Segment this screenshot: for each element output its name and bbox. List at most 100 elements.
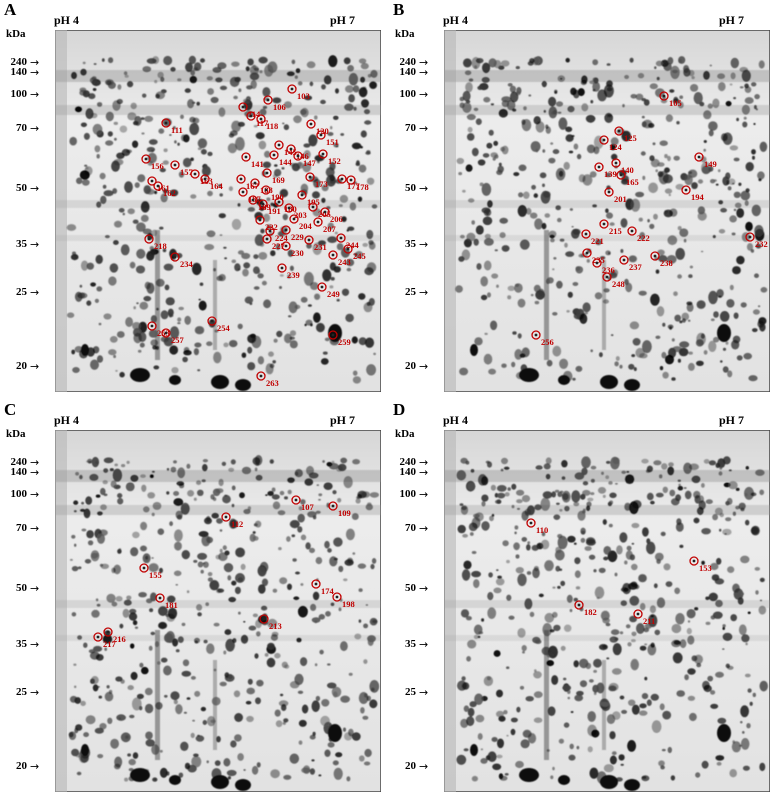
mw-marker: 240 → — [391, 55, 429, 69]
spot-dot — [272, 153, 276, 157]
spot-circle — [259, 614, 269, 624]
mw-marker-label: 100 — [399, 488, 417, 500]
mw-marker-label: 35 — [405, 638, 416, 650]
spot-marker: 149 — [694, 152, 717, 169]
spot-marker: 198 — [332, 592, 355, 609]
spot-marker: 181 — [155, 593, 178, 610]
panel-letter: B — [393, 0, 405, 19]
spot-circle — [336, 233, 346, 243]
spot-label: 215 — [609, 226, 622, 236]
spot-marker: 211 — [633, 609, 655, 626]
spot-circle — [581, 229, 591, 239]
spot-label: 235 — [592, 255, 605, 265]
spot-dot — [249, 114, 253, 118]
spot-label: 253 — [157, 328, 170, 338]
spot-circle — [582, 248, 592, 258]
spot-marker: 106 — [263, 95, 286, 112]
spot-label: 109 — [338, 508, 351, 518]
spot-dot — [289, 147, 293, 151]
spot-circle — [320, 207, 330, 217]
kda-label: kDa — [6, 428, 26, 440]
spot-label: 238 — [660, 258, 673, 268]
spot-label: 162 — [163, 188, 176, 198]
spot-label: 151 — [326, 137, 339, 147]
spot-label: 245 — [353, 251, 366, 261]
spot-label: 187 — [248, 194, 262, 204]
spot-label: 155 — [149, 570, 162, 580]
spot-dot — [340, 177, 344, 181]
spot-marker: 231 — [304, 235, 327, 252]
spot-dot — [602, 138, 606, 142]
spot-marker: 195 — [297, 190, 320, 207]
spot-label: 178 — [356, 182, 369, 192]
spot-circle — [337, 174, 347, 184]
spot-circle — [147, 176, 157, 186]
spot-circle — [256, 114, 266, 124]
spot-dot — [244, 155, 248, 159]
mw-marker: 50 → — [2, 181, 39, 195]
spot-circle — [531, 330, 541, 340]
spot-circle — [602, 272, 612, 282]
ph-left-label: pH 4 — [54, 413, 80, 427]
spot-marker: 191 — [258, 199, 281, 216]
spot-circle — [256, 371, 266, 381]
spot-dot — [622, 258, 626, 262]
spot-circle — [311, 579, 321, 589]
mw-marker: 20 → — [391, 759, 428, 773]
spot-circle — [633, 609, 643, 619]
arrow-right-icon: → — [30, 759, 40, 773]
spot-dot — [331, 504, 335, 508]
spot-marker: 177 — [337, 174, 361, 191]
spot-circle — [236, 174, 246, 184]
spot-marker: 164 — [200, 174, 224, 191]
spot-dot — [636, 612, 640, 616]
mw-marker-label: 35 — [16, 238, 27, 250]
gel-left-edge — [55, 30, 67, 392]
spot-marker: 124 — [599, 135, 623, 152]
spot-circle — [200, 174, 210, 184]
spot-marker: 213 — [259, 614, 282, 631]
mw-marker-label: 35 — [16, 638, 27, 650]
spot-dot — [266, 98, 270, 102]
spot-dot — [284, 228, 288, 232]
arrow-right-icon: → — [419, 637, 429, 651]
mw-marker-label: 100 — [10, 488, 28, 500]
spot-circle — [248, 195, 258, 205]
spot-circle — [313, 217, 323, 227]
spot-marker: 153 — [689, 556, 712, 573]
spot-dot — [210, 319, 214, 323]
spot-dot — [96, 635, 100, 639]
spot-label: 198 — [342, 599, 355, 609]
spot-circle — [170, 160, 180, 170]
kda-label: kDa — [6, 28, 26, 40]
spot-circle — [594, 162, 604, 172]
spot-dot — [284, 244, 288, 248]
spot-dot — [349, 178, 353, 182]
spot-label: 157 — [180, 167, 194, 177]
mw-marker-label: 25 — [405, 286, 416, 298]
spot-marker: 207 — [313, 217, 337, 234]
spot-label: 125 — [624, 133, 637, 143]
spot-marker: 109 — [328, 501, 351, 518]
mw-marker: 35 → — [391, 237, 428, 251]
spot-label: 249 — [327, 289, 340, 299]
spot-dot — [296, 154, 300, 158]
spot-dot — [585, 251, 589, 255]
spot-dot — [156, 184, 160, 188]
spot-dot — [605, 275, 609, 279]
mw-marker: 35 → — [2, 637, 39, 651]
spot-label: 234 — [180, 259, 194, 269]
spot-dot — [331, 253, 335, 257]
spot-circle — [147, 321, 157, 331]
spot-marker: 254 — [207, 316, 231, 333]
spot-dot — [534, 333, 538, 337]
spot-label: 181 — [165, 600, 178, 610]
spot-label: 152 — [328, 156, 341, 166]
ph-right-label: pH 7 — [330, 413, 356, 427]
spot-dot — [164, 331, 168, 335]
spot-dot — [602, 222, 606, 226]
spot-dot — [280, 266, 284, 270]
spot-marker: 194 — [681, 185, 705, 202]
spot-circle — [103, 627, 113, 637]
